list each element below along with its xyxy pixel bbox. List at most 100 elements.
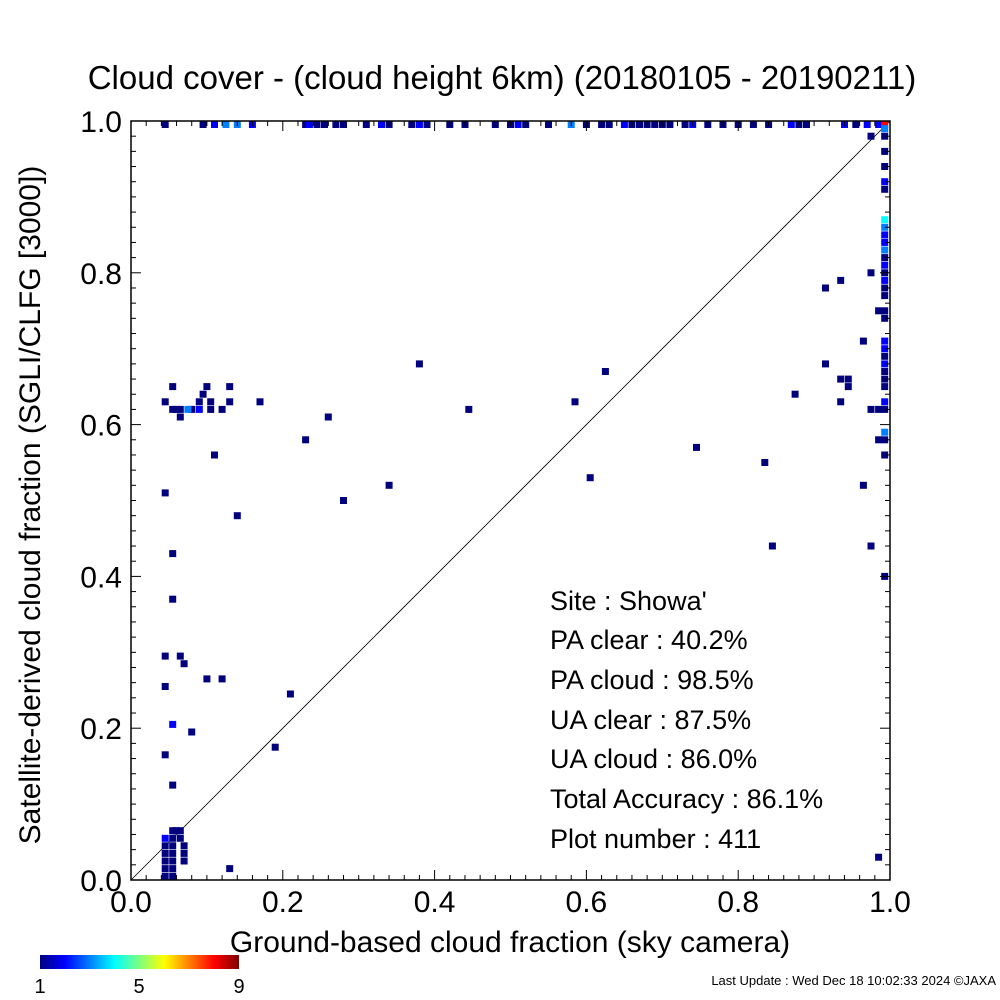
data-point [423,121,431,128]
data-point [169,849,177,857]
data-point [881,368,889,375]
data-point [867,269,875,277]
data-point [332,121,340,128]
data-point [791,390,799,398]
y-tick-label: 0.2 [80,713,122,746]
data-point [161,857,169,865]
data-point [881,307,889,315]
data-point [180,849,188,857]
data-point [188,405,196,413]
data-point [340,497,347,504]
data-point [161,489,169,497]
data-point [875,853,883,861]
data-point [161,121,169,128]
data-point [169,595,177,603]
x-tick-label: 0.2 [262,886,304,919]
data-point [881,345,889,353]
data-point [161,683,169,690]
data-point [169,857,177,865]
data-point [881,238,889,246]
axis-tick-labels: 0.0 0.2 0.4 0.6 0.8 1.0 0.0 0.2 0.4 0.6 0.8 1.0 [80,106,911,919]
data-point [881,132,889,140]
data-point [881,216,889,224]
x-tick-label: 0.0 [110,886,152,919]
data-point [875,405,883,413]
data-point [881,276,889,284]
data-point [176,652,184,660]
data-point [161,872,169,880]
data-point [385,481,393,489]
data-point [169,405,177,413]
stat-site: Site : Showa' [550,586,707,616]
data-point [321,121,328,128]
data-point [302,121,310,128]
y-tick-label: 1.0 [80,106,122,139]
y-tick-label: 0.0 [80,865,122,898]
data-point [651,121,659,128]
data-point [881,121,889,128]
data-point [822,284,829,292]
data-point [768,542,776,550]
data-point [211,451,218,459]
data-point [169,827,177,835]
data-point [881,360,889,368]
chart-title: Cloud cover - (cloud height 6km) (201801… [88,59,917,96]
data-point [881,284,889,292]
data-point [620,121,628,128]
data-point [169,720,177,728]
data-point [605,121,613,128]
data-point [761,459,769,466]
data-point [881,223,889,231]
data-point [881,246,889,254]
data-point [180,660,188,668]
data-point [666,121,674,128]
stat-ua-clear: UA clear : 87.5% [550,705,751,735]
data-point [601,368,609,375]
data-point [514,121,522,128]
data-point [173,405,180,413]
colorbar-tick-mid: 5 [133,976,144,998]
y-tick-label: 0.6 [80,410,122,443]
data-point [161,834,169,842]
stat-pa-cloud: PA cloud : 98.5% [550,665,754,695]
stat-total-accuracy: Total Accuracy : 86.1% [550,784,823,814]
data-point [169,550,177,558]
data-point [180,842,188,850]
data-point [881,254,889,262]
data-point [881,436,889,444]
data-point [211,121,218,128]
data-point [173,827,180,835]
data-point [169,842,177,850]
data-point [852,121,860,128]
data-point [176,405,184,413]
data-point [218,405,226,413]
data-point [218,675,226,683]
data-point [169,383,177,391]
data-point [881,405,889,413]
data-point [881,352,889,360]
data-point [176,827,184,835]
data-point [881,375,889,383]
data-point [881,398,889,406]
colorbar [40,955,239,969]
data-point [305,121,313,128]
stat-ua-cloud: UA cloud : 86.0% [550,744,757,774]
data-point [881,147,889,155]
data-point [362,121,370,128]
data-point [822,360,829,368]
x-tick-label: 0.4 [414,886,456,919]
data-point [867,132,875,140]
data-point [184,405,192,413]
data-point [286,690,294,698]
data-point [195,405,203,413]
data-point [837,276,845,284]
data-point [169,872,177,880]
data-point [324,413,332,421]
data-point [867,405,875,413]
data-point [881,337,889,345]
data-point [161,865,169,873]
stat-pa-clear: PA clear : 40.2% [550,625,748,655]
data-point [844,383,852,391]
data-point [169,834,177,842]
